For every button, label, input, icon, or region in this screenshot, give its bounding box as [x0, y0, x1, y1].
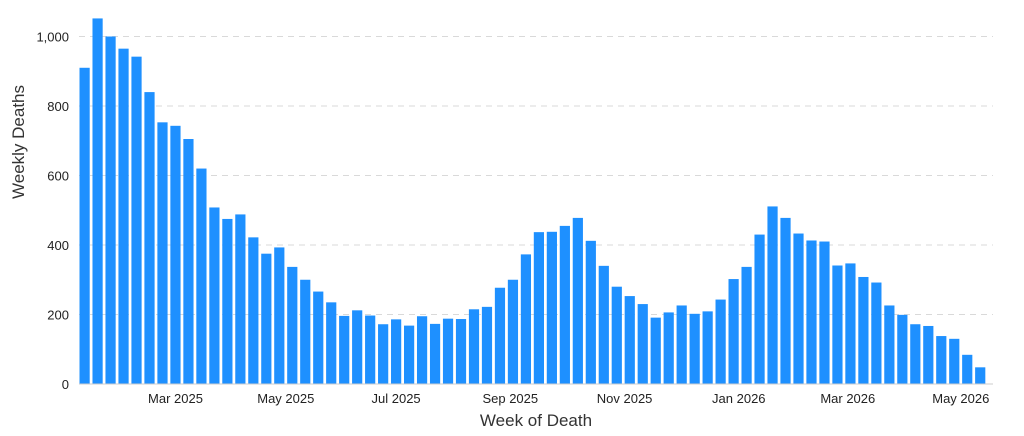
bar [832, 265, 843, 384]
bar [274, 247, 285, 384]
bar [261, 253, 272, 384]
bar [845, 263, 856, 384]
bar [481, 306, 493, 384]
bar [910, 324, 921, 384]
bar [118, 48, 129, 384]
bar [404, 325, 415, 384]
bar [183, 139, 194, 384]
x-tick-label: May 2025 [257, 391, 314, 406]
x-tick-label: Jan 2026 [712, 391, 766, 406]
bar [248, 237, 259, 384]
bar [559, 225, 570, 384]
bar [442, 318, 454, 384]
bar [728, 279, 739, 384]
bar [533, 232, 544, 384]
bar [105, 36, 116, 384]
bar [806, 240, 817, 384]
bar [468, 309, 480, 384]
bar [300, 279, 311, 384]
bar [702, 311, 713, 384]
y-axis-title: Weekly Deaths [9, 85, 28, 199]
bar [378, 324, 389, 384]
bar [339, 315, 350, 384]
bar [507, 279, 519, 384]
bar [624, 296, 635, 384]
bar [416, 316, 428, 384]
bar [494, 287, 506, 384]
bar [455, 319, 467, 384]
bar [819, 241, 830, 384]
y-tick-label: 1,000 [36, 30, 69, 45]
bar [170, 125, 181, 384]
bar [715, 299, 726, 384]
bar [884, 305, 895, 384]
bar [546, 231, 557, 384]
bar [780, 217, 791, 384]
x-tick-label: Sep 2025 [482, 391, 538, 406]
bar [144, 92, 155, 384]
bar [949, 338, 960, 384]
y-tick-label: 0 [62, 377, 69, 392]
bar [429, 323, 441, 384]
bar [520, 254, 532, 384]
x-tick-label: Jul 2025 [372, 391, 421, 406]
bar [793, 233, 804, 384]
bar [598, 265, 609, 384]
bar [767, 206, 778, 384]
bar [585, 240, 596, 384]
bars [79, 18, 986, 385]
bar [79, 67, 90, 384]
y-tick-label: 200 [47, 308, 69, 323]
bar [313, 291, 324, 384]
bar [92, 18, 103, 385]
x-tick-label: May 2026 [932, 391, 989, 406]
y-axis-ticks: 0 200 400 600 800 1,000 [36, 30, 69, 393]
y-tick-label: 400 [47, 238, 69, 253]
bar [897, 314, 908, 384]
bar [287, 266, 298, 384]
bar [235, 214, 246, 384]
bar [962, 354, 973, 384]
bar [196, 168, 207, 384]
bar [871, 282, 882, 384]
bar [352, 310, 363, 384]
y-tick-label: 600 [47, 169, 69, 184]
bar [572, 217, 583, 384]
bar [326, 302, 337, 384]
x-axis-title: Week of Death [480, 411, 592, 430]
bar [131, 56, 142, 384]
bar [676, 305, 687, 384]
bar [663, 312, 674, 384]
bar [157, 122, 168, 384]
bar [689, 313, 700, 384]
bar [611, 286, 622, 384]
bar [209, 207, 220, 384]
bar [975, 367, 986, 384]
bar [754, 234, 765, 384]
bar [365, 315, 376, 384]
bar [858, 276, 869, 384]
bar [222, 218, 233, 384]
y-tick-label: 800 [47, 99, 69, 114]
x-tick-label: Nov 2025 [597, 391, 653, 406]
bar [741, 266, 752, 384]
bar [650, 317, 661, 384]
x-tick-label: Mar 2026 [820, 391, 875, 406]
x-tick-label: Mar 2025 [148, 391, 203, 406]
x-axis-ticks: Mar 2025 May 2025 Jul 2025 Sep 2025 Nov 2025… [148, 391, 989, 406]
bar [637, 304, 648, 384]
bar [936, 336, 947, 384]
bar [391, 319, 402, 384]
bar [923, 325, 934, 384]
